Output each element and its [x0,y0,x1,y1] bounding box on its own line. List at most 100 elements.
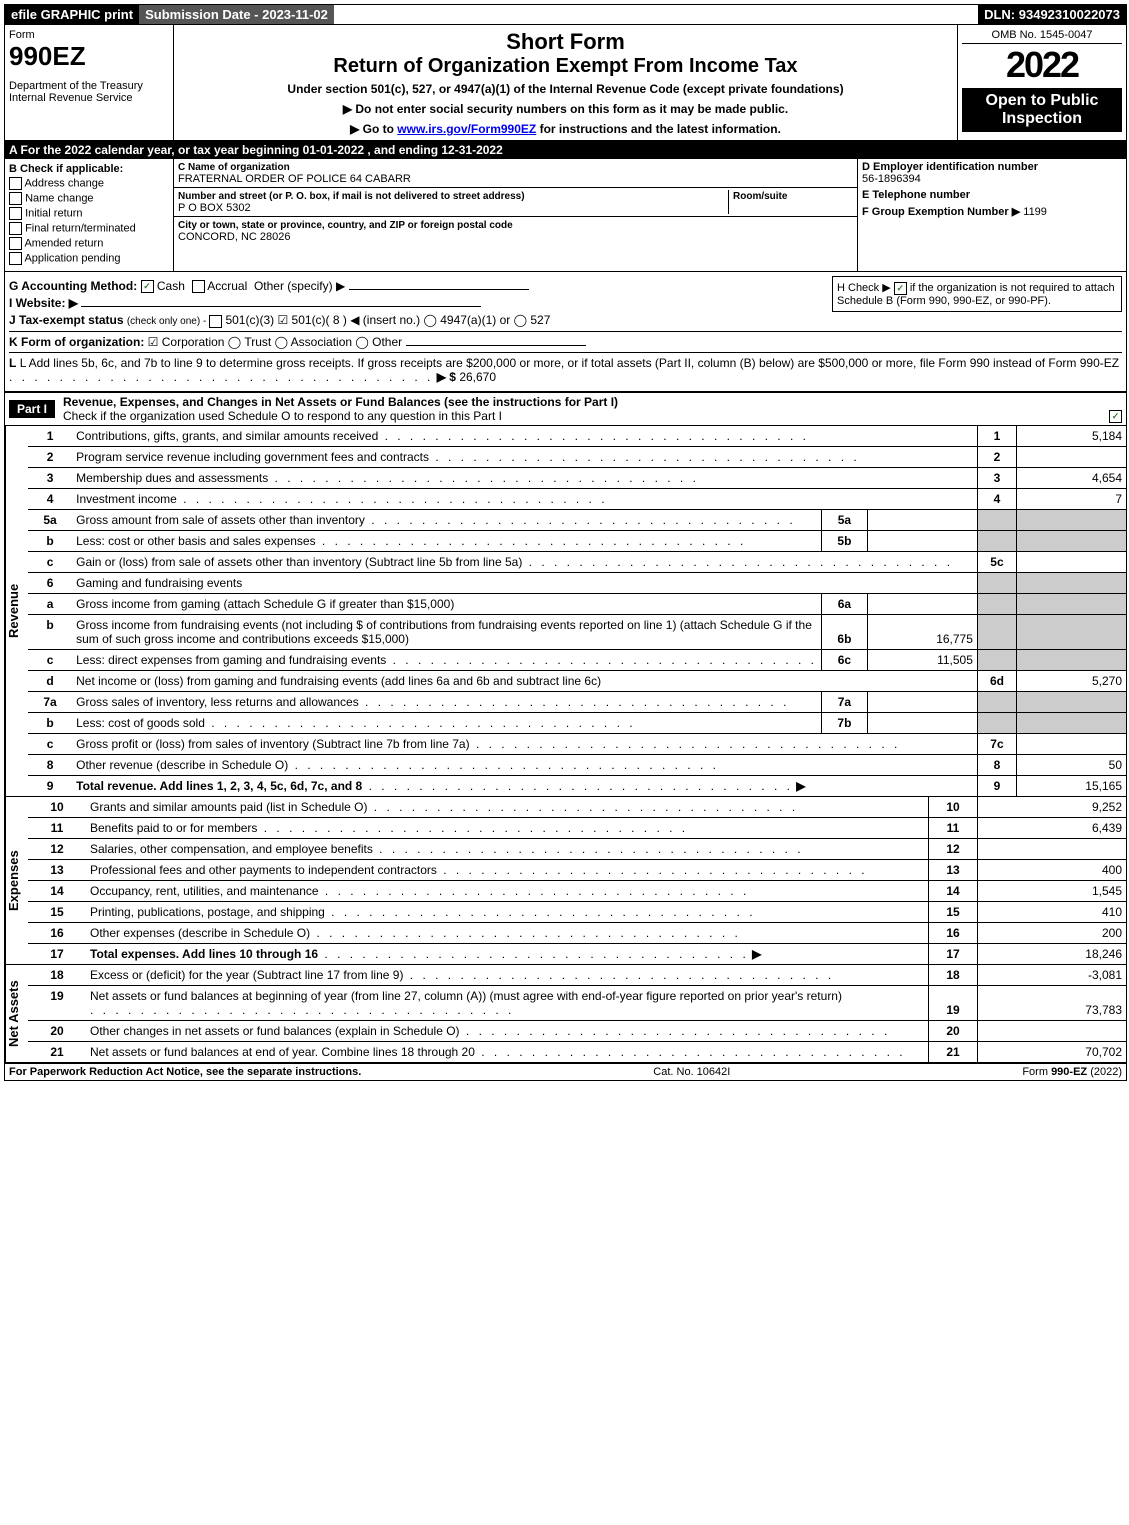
city-value: CONCORD, NC 28026 [178,231,290,243]
line-21: 21Net assets or fund balances at end of … [28,1041,1126,1062]
revenue-section: Revenue 1Contributions, gifts, grants, a… [5,426,1126,797]
part-1-label: Part I [9,400,55,418]
part-1-checkbox[interactable]: ✓ [1109,410,1122,423]
line-7c: cGross profit or (loss) from sales of in… [28,733,1126,754]
g-other-input[interactable] [349,289,529,290]
tax-year: 2022 [962,44,1122,86]
l-value: 26,670 [459,370,496,384]
chk-amended-return[interactable]: Amended return [9,237,169,250]
net-assets-table: 18Excess or (deficit) for the year (Subt… [28,965,1126,1062]
org-city-row: City or town, state or province, country… [174,217,857,245]
line-18: 18Excess or (deficit) for the year (Subt… [28,965,1126,986]
room-label: Room/suite [733,191,787,202]
expenses-vertical-label: Expenses [5,797,28,964]
form-990ez: efile GRAPHIC print Submission Date - 20… [4,4,1127,1081]
instruction-goto: ▶ Go to www.irs.gov/Form990EZ for instru… [180,122,951,136]
section-a-tax-year: A For the 2022 calendar year, or tax yea… [5,141,1126,159]
line-6: 6Gaming and fundraising events [28,572,1126,593]
page-footer: For Paperwork Reduction Act Notice, see … [5,1062,1126,1080]
footer-form-ref: Form 990-EZ (2022) [1022,1066,1122,1078]
line-9: 9Total revenue. Add lines 1, 2, 3, 4, 5c… [28,775,1126,796]
g-other: Other (specify) ▶ [254,279,345,293]
group-exemption-label: F Group Exemption Number ▶ [862,206,1020,218]
h-checkbox[interactable]: ✓ [894,282,907,295]
revenue-vertical-label: Revenue [5,426,28,796]
line-15: 15Printing, publications, postage, and s… [28,901,1126,922]
g-accrual: Accrual [207,279,247,293]
net-assets-vertical-label: Net Assets [5,965,28,1062]
sub-date-value: 2023-11-02 [262,7,328,22]
l-text: L Add lines 5b, 6c, and 7b to line 9 to … [20,356,1119,370]
expenses-section: Expenses 10Grants and similar amounts pa… [5,797,1126,965]
net-assets-section: Net Assets 18Excess or (deficit) for the… [5,965,1126,1062]
subtitle: Under section 501(c), 527, or 4947(a)(1)… [180,82,951,96]
org-name: FRATERNAL ORDER OF POLICE 64 CABARR [178,173,411,185]
dln: DLN: 93492310022073 [978,5,1126,24]
line-5c: cGain or (loss) from sale of assets othe… [28,551,1126,572]
section-k: K Form of organization: ☑ Corporation ◯ … [9,331,1122,349]
line-2: 2Program service revenue including gover… [28,446,1126,467]
header-right: OMB No. 1545-0047 2022 Open to Public In… [958,25,1126,140]
g-label: G Accounting Method: [9,279,137,293]
expenses-table: 10Grants and similar amounts paid (list … [28,797,1126,964]
j-501c3-checkbox[interactable] [209,315,222,328]
header-center: Short Form Return of Organization Exempt… [174,25,958,140]
chk-name-change[interactable]: Name change [9,192,169,205]
j-opts: 501(c)(3) ☑ 501(c)( 8 ) ◀ (insert no.) ◯… [225,313,550,327]
submission-date: Submission Date - 2023-11-02 [139,5,334,24]
website-input[interactable] [81,306,481,307]
part-1-check-text: Check if the organization used Schedule … [63,409,502,423]
sections-g-through-l: H Check ▶ ✓ if the organization is not r… [5,272,1126,392]
section-h: H Check ▶ ✓ if the organization is not r… [832,276,1122,312]
form-header: Form 990EZ Department of the Treasury In… [5,25,1126,141]
line-7a: 7aGross sales of inventory, less returns… [28,691,1126,712]
line-11: 11Benefits paid to or for members116,439 [28,817,1126,838]
line-12: 12Salaries, other compensation, and empl… [28,838,1126,859]
form-label: Form [9,29,169,41]
open-public-inspection: Open to Public Inspection [962,88,1122,132]
j-label: J Tax-exempt status [9,313,127,327]
irs-link[interactable]: www.irs.gov/Form990EZ [397,122,536,136]
line-5a: 5aGross amount from sale of assets other… [28,509,1126,530]
ein-value: 56-1896394 [862,173,921,185]
part-1-header: Part I Revenue, Expenses, and Changes in… [5,392,1126,426]
chk-application-pending[interactable]: Application pending [9,252,169,265]
line-4: 4Investment income47 [28,488,1126,509]
phone-label: E Telephone number [862,189,970,201]
footer-paperwork: For Paperwork Reduction Act Notice, see … [9,1066,361,1078]
street-label: Number and street (or P. O. box, if mail… [178,191,525,202]
chk-initial-return[interactable]: Initial return [9,207,169,220]
section-b-checkboxes: B Check if applicable: Address change Na… [5,159,174,271]
k-opts: ☑ Corporation ◯ Trust ◯ Association ◯ Ot… [148,335,402,349]
i-label: I Website: ▶ [9,296,78,310]
title-return: Return of Organization Exempt From Incom… [180,55,951,78]
form-number: 990EZ [9,41,169,72]
section-c-org-info: C Name of organization FRATERNAL ORDER O… [174,159,858,271]
k-label: K Form of organization: [9,335,144,349]
chk-final-return[interactable]: Final return/terminated [9,222,169,235]
header-left: Form 990EZ Department of the Treasury In… [5,25,174,140]
omb-number: OMB No. 1545-0047 [962,29,1122,44]
line-20: 20Other changes in net assets or fund ba… [28,1020,1126,1041]
j-note: (check only one) - [127,316,209,327]
k-other-input[interactable] [406,345,586,346]
dln-label: DLN: [984,7,1019,22]
g-cash-checkbox[interactable]: ✓ [141,280,154,293]
title-short-form: Short Form [180,29,951,55]
org-street-row: Number and street (or P. O. box, if mail… [174,188,857,217]
line-14: 14Occupancy, rent, utilities, and mainte… [28,880,1126,901]
efile-print-label[interactable]: efile GRAPHIC print [5,5,139,24]
city-label: City or town, state or province, country… [178,220,513,231]
line-3: 3Membership dues and assessments34,654 [28,467,1126,488]
chk-address-change[interactable]: Address change [9,177,169,190]
g-cash: Cash [157,279,185,293]
line-8: 8Other revenue (describe in Schedule O)8… [28,754,1126,775]
line-6a: aGross income from gaming (attach Schedu… [28,593,1126,614]
org-name-row: C Name of organization FRATERNAL ORDER O… [174,159,857,188]
instr-post: for instructions and the latest informat… [536,122,781,136]
g-accrual-checkbox[interactable] [192,280,205,293]
h-text1: H Check ▶ [837,282,894,294]
street-value: P O BOX 5302 [178,202,251,214]
line-19: 19Net assets or fund balances at beginni… [28,985,1126,1020]
group-exemption-value: 1199 [1023,206,1047,218]
